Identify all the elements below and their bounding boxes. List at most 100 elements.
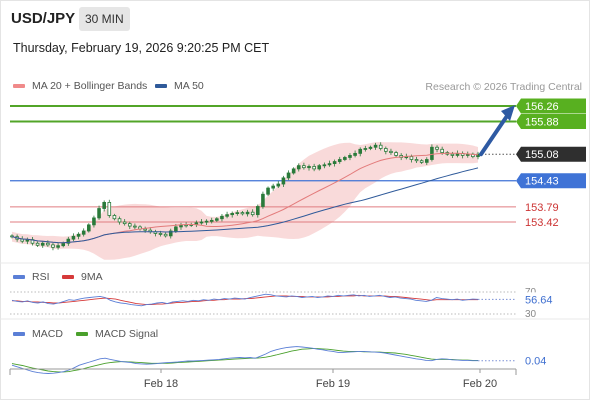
candle-body: [312, 166, 316, 170]
time-tick-label: Feb 20: [463, 378, 497, 390]
candle-body: [261, 193, 265, 207]
research-credit: Research © 2026 Trading Central: [425, 81, 582, 93]
candle-body: [276, 183, 281, 187]
price-panel: 156.26 155.88 155.08 154.43 153.79 153.42: [10, 98, 586, 260]
candle-body: [317, 165, 322, 170]
legend-ma20-bollinger: MA 20 + Bollinger Bands: [13, 80, 147, 92]
level-label-155-08: 155.08: [525, 149, 559, 161]
legend-rsi: RSI: [13, 271, 50, 283]
symbol-title: USD/JPY: [11, 10, 76, 27]
candle-body: [353, 152, 357, 156]
bollinger-band: [12, 142, 478, 260]
candle-body: [389, 150, 393, 153]
forecast-arrow-shaft: [479, 114, 509, 157]
candle-body: [117, 218, 122, 223]
rsi-9ma-line: [12, 294, 478, 306]
candle-body: [71, 235, 76, 240]
candle-body: [143, 228, 147, 231]
candle-body: [414, 159, 419, 162]
legend-swatch-macd-signal-icon: [76, 332, 88, 337]
candle-body: [296, 165, 301, 170]
legend-label-macd-signal: MACD Signal: [95, 328, 159, 340]
level-label-156-26: 156.26: [525, 101, 559, 113]
level-label-155-88: 155.88: [525, 117, 559, 129]
level-box-155-88: [516, 114, 586, 130]
candle-body: [97, 208, 101, 219]
candle-body: [168, 230, 173, 237]
candle-body: [102, 201, 106, 209]
candle-body: [327, 163, 332, 166]
timeframe-badge[interactable]: 30 MIN: [79, 7, 130, 31]
candle-body: [394, 152, 398, 156]
macd-last-value: 0.04: [525, 356, 546, 368]
legend-macd: MACD: [13, 328, 63, 340]
candle-body: [337, 159, 342, 162]
candle-body: [440, 148, 444, 153]
legend-label-rsi: RSI: [32, 271, 50, 283]
macd-line: [11, 346, 478, 374]
legend-swatch-9ma-icon: [62, 275, 74, 280]
level-label-154-43: 154.43: [525, 176, 559, 188]
candle-body: [286, 172, 291, 179]
level-label-153-79: 153.79: [525, 202, 559, 214]
candle-body: [235, 212, 240, 215]
candle-body: [158, 233, 163, 235]
candle-body: [450, 153, 455, 156]
time-tick-label: Feb 18: [144, 378, 178, 390]
legend-label-9ma: 9MA: [81, 271, 103, 283]
level-label-153-42: 153.42: [525, 217, 559, 229]
level-box-156-26: [516, 98, 586, 114]
time-axis: Feb 18 Feb 19 Feb 20: [9, 368, 517, 390]
macd-signal-line: [11, 348, 478, 373]
candle-body: [419, 160, 424, 163]
candle-body: [112, 215, 117, 220]
legend-ma50: MA 50: [155, 80, 204, 92]
candle-body: [378, 144, 383, 149]
candle-body: [343, 157, 347, 160]
level-box-154-43: [516, 173, 586, 189]
candle-body: [199, 221, 204, 224]
timestamp: Thursday, February 19, 2026 9:20:25 PM C…: [13, 41, 270, 55]
legend-swatch-rsi-icon: [13, 275, 25, 280]
legend-9ma: 9MA: [62, 271, 103, 283]
candle-body: [122, 221, 127, 225]
candle-body: [435, 146, 439, 150]
candle-body: [307, 166, 311, 169]
candle-body: [66, 238, 71, 244]
candle-body: [409, 156, 414, 160]
candle-body: [363, 148, 368, 150]
candle-body: [430, 146, 434, 160]
candle-body: [46, 242, 50, 246]
legend-swatch-macd-icon: [13, 332, 25, 337]
candle-body: [358, 148, 363, 154]
candle-body: [56, 245, 60, 248]
candle-body: [215, 218, 219, 221]
candle-body: [40, 242, 45, 246]
candle-body: [107, 201, 112, 216]
candle-body: [76, 233, 81, 237]
candle-body: [127, 223, 132, 227]
candle-body: [384, 148, 388, 152]
legend-swatch-ma20-icon: [13, 84, 25, 89]
candle-body: [133, 225, 137, 228]
candle-body: [368, 146, 373, 149]
candle-body: [51, 244, 55, 248]
rsi-line: [11, 293, 479, 307]
candle-body: [291, 168, 296, 174]
candle-body: [61, 242, 66, 247]
macd-panel: 0.04: [11, 346, 546, 374]
candle-body: [174, 226, 178, 232]
legend-swatch-ma50-icon: [155, 84, 167, 89]
candle-body: [230, 213, 234, 216]
candle-body: [204, 220, 209, 223]
candle-body: [266, 187, 270, 195]
candle-body: [373, 144, 378, 148]
level-box-155-08: [516, 146, 586, 162]
candle-body: [256, 206, 260, 216]
candle-body: [81, 230, 86, 235]
candle-body: [92, 217, 96, 226]
rsi-tick-30: 30: [525, 309, 537, 320]
candle-body: [87, 224, 91, 232]
candle-body: [209, 219, 214, 222]
